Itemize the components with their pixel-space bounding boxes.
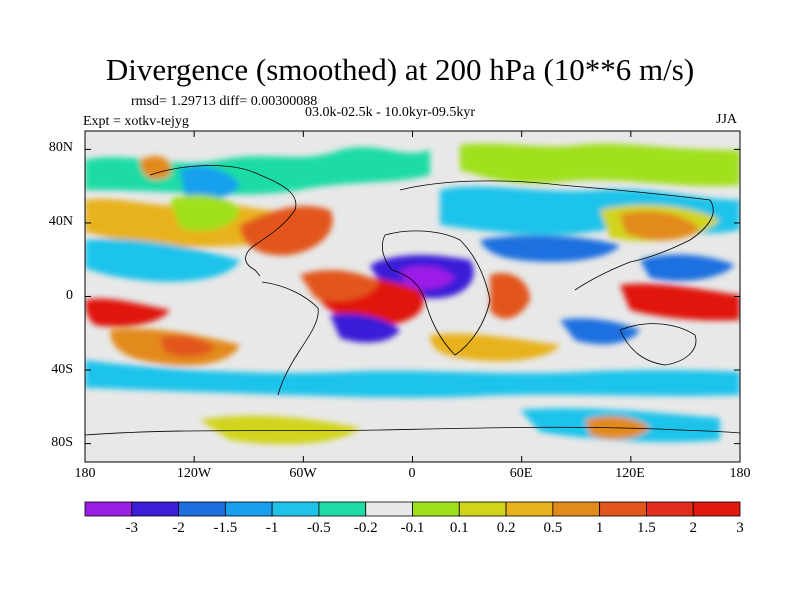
coast-eurasia [399,180,714,291]
field-yellow-north [460,143,740,187]
coast-australia [619,323,697,366]
lon-label-60e: 60E [509,466,533,481]
colorbar-label: 3 [736,520,744,536]
colorbar-swatch [412,501,460,517]
coastlines [85,165,740,436]
colorbar-swatch [84,501,133,517]
lon-label-120e: 120E [615,466,645,481]
field-cyan-pacific [85,239,240,282]
colorbar-swatch [599,501,647,517]
field-yellow-antarctic [200,415,360,445]
field-blue-pacific-n [640,254,735,282]
chart-title: Divergence (smoothed) at 200 hPa (10**6 … [105,52,695,87]
colorbar-swatch [271,501,320,517]
field-cyan-south [85,360,740,398]
colorbar-swatch [505,501,554,517]
coast-north-america [149,165,297,277]
axis-ticks [84,131,741,462]
lat-label-40n: 40N [48,214,73,229]
lat-label-40s: 40S [51,362,73,377]
lat-label-0: 0 [66,288,73,303]
field-green-na [170,194,240,231]
divergence-field [85,143,740,445]
field-orange-east-africa [490,272,530,319]
season-label: JJA [716,112,738,127]
colorbar-swatch [131,501,179,517]
colorbar-label: 0.2 [496,520,516,536]
colorbar [84,501,741,517]
colorbar-label: 1 [595,520,604,536]
colorbar-label: -1 [265,520,279,536]
period-label: 03.0k-02.5k - 10.0kyr-09.5kyr [305,105,476,120]
stats-label: rmsd= 1.29713 diff= 0.00300088 [131,94,318,109]
field-orange-sind [430,333,560,362]
colorbar-label: -0.2 [353,520,378,536]
colorbar-swatch [318,501,367,517]
colorbar-swatch [224,501,273,517]
field-purple-africa [400,265,455,290]
field-blue-north [180,165,240,201]
coast-antarctica [85,426,740,436]
field-teal-north [85,147,430,195]
colorbar-label: -3 [125,520,139,536]
field-blue-india [480,235,620,262]
experiment-label: Expt = xotkv-tejyg [83,114,189,129]
coast-south-america [261,281,319,396]
colorbar-swatch [178,501,226,517]
colorbar-label: 2 [689,520,697,536]
field-orange-atlantic [300,270,380,302]
colorbar-swatch [458,501,507,517]
colorbar-label: -0.1 [400,520,425,536]
colorbar-label: 0.1 [449,520,469,536]
lon-label-180e: 180 [729,466,751,481]
lat-label-80s: 80S [51,435,73,450]
field-red-spac [160,335,215,357]
coast-africa [381,230,491,356]
colorbar-swatch [552,501,601,517]
lon-label-60w: 60W [289,466,317,481]
field-orange-asia [620,210,700,241]
field-blue-sind [560,318,640,345]
lon-label-0: 0 [408,466,416,481]
colorbar-swatch [692,501,741,517]
field-orange-north [140,155,171,180]
field-red-west-pacific [620,283,740,321]
colorbar-label: -2 [172,520,185,536]
field-orange-natl [240,205,333,256]
colorbar-label: -1.5 [213,520,238,536]
colorbar-label: -0.5 [307,520,331,536]
colorbar-swatch [365,501,413,517]
field-blue-sam [330,313,400,343]
lat-label-80n: 80N [48,140,73,155]
colorbar-swatch [646,501,694,517]
colorbar-label: 1.5 [637,520,656,536]
colorbar-label: 0.5 [543,520,563,536]
lon-label-180w: 180 [74,466,96,481]
lon-label-120w: 120W [176,466,212,481]
field-red-eq-pacific [85,298,170,327]
